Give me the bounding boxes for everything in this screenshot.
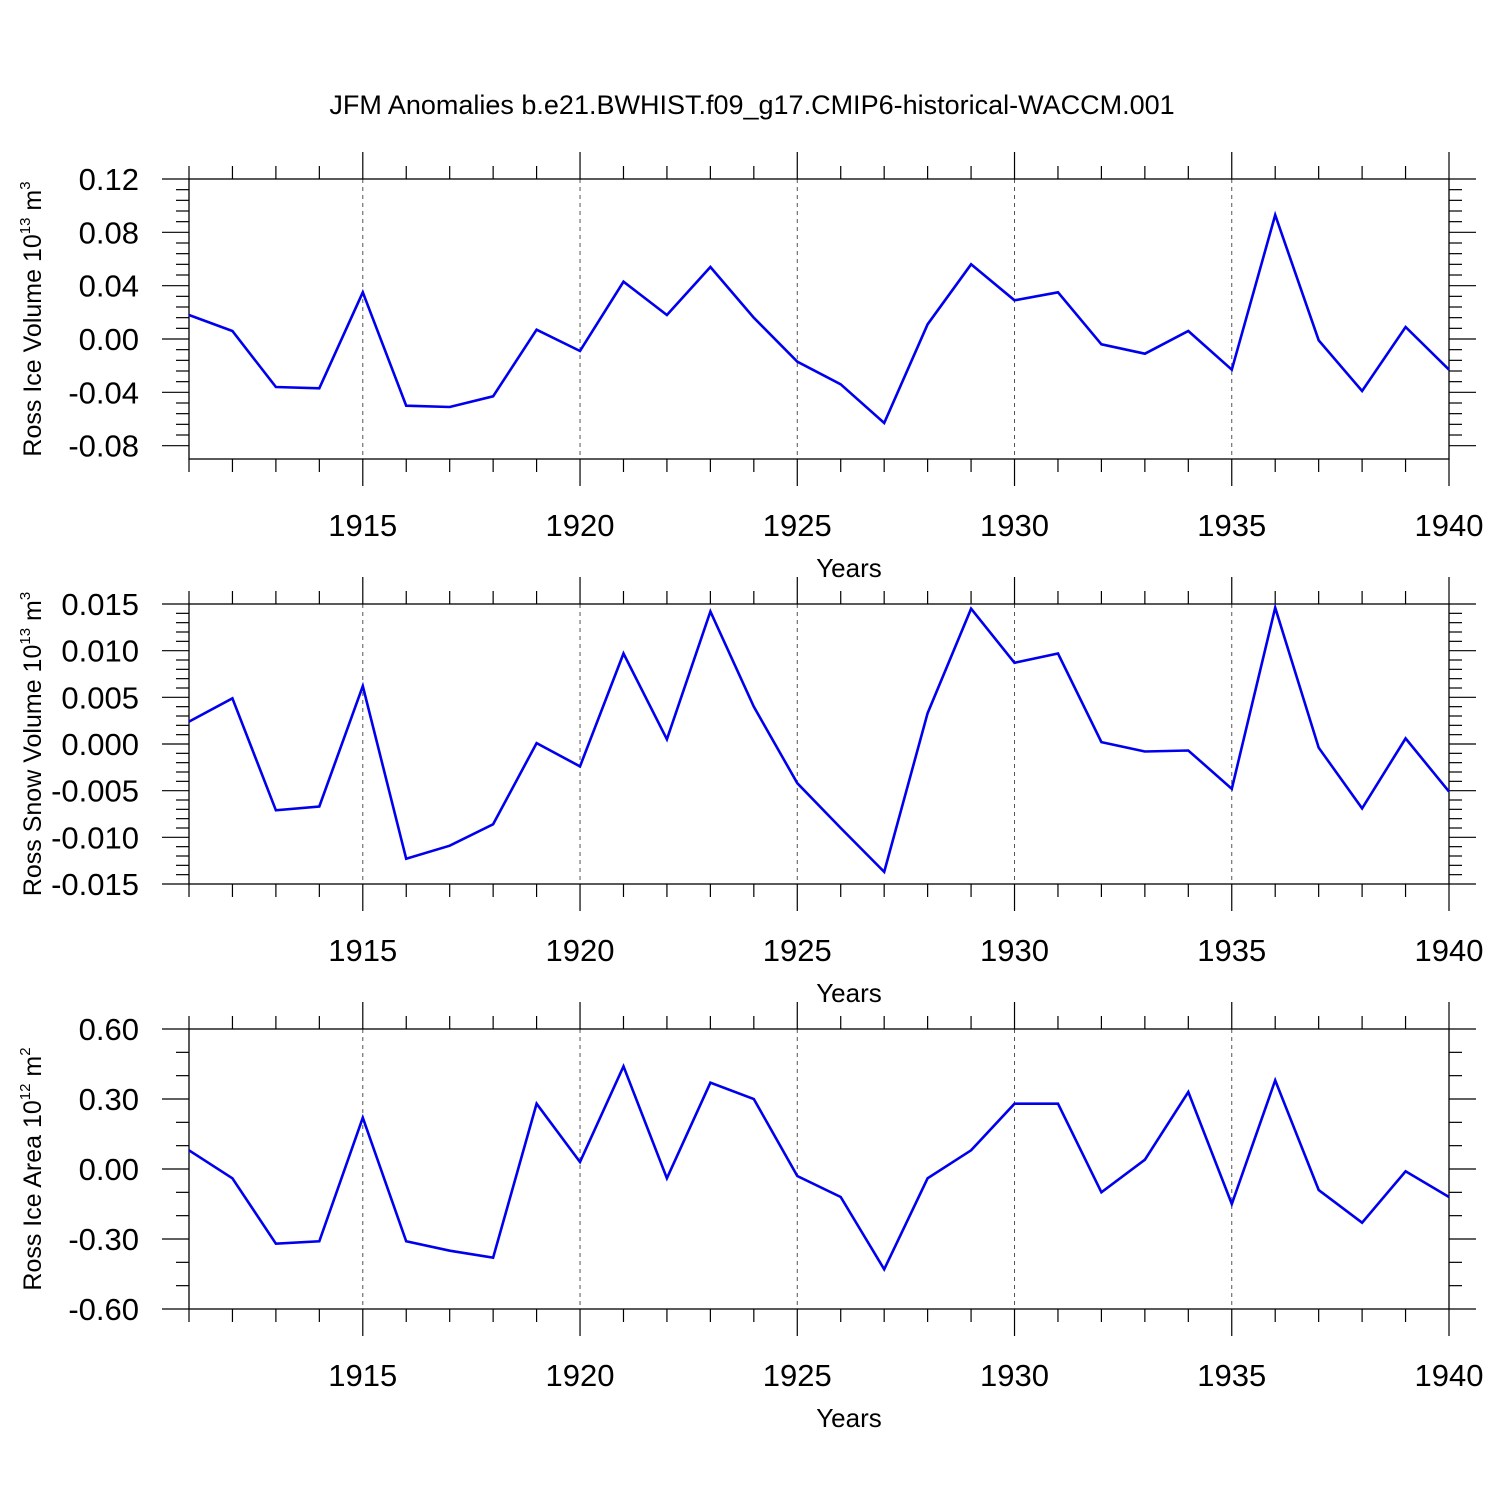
chart-title: JFM Anomalies b.e21.BWHIST.f09_g17.CMIP6… xyxy=(329,90,1174,120)
y-tick-label: 0.08 xyxy=(79,215,139,250)
y-tick-label: 0.04 xyxy=(79,269,139,304)
y-axis-label: Ross Ice Area 1012 m2 xyxy=(17,1047,47,1290)
series-line xyxy=(188,602,1451,875)
y-label-part: m xyxy=(19,600,47,628)
x-tick-label: 1935 xyxy=(1197,1358,1266,1393)
y-tick-label: 0.005 xyxy=(61,680,139,715)
y-label-part: m xyxy=(19,1056,47,1084)
y-tick-label: -0.015 xyxy=(51,867,139,902)
x-tick-label: 1925 xyxy=(763,1358,832,1393)
y-label-part: m xyxy=(19,190,47,218)
y-tick-label: 0.00 xyxy=(79,1152,139,1187)
y-tick-label: 0.010 xyxy=(61,634,139,669)
y-label-part: Ross Ice Area 10 xyxy=(19,1100,47,1290)
panel-3: 0.60 0.30 0.00 -0.30 -0.60 1915 1920 1925 1930 19… xyxy=(17,1002,1483,1433)
y-label-superscript: 3 xyxy=(17,592,34,600)
y-tick-label: -0.30 xyxy=(68,1222,139,1257)
x-tick-label: 1940 xyxy=(1415,1358,1484,1393)
x-tick-label: 1920 xyxy=(546,933,615,968)
y-label-part: Ross Ice Volume 10 xyxy=(19,234,47,456)
x-tick-label: 1915 xyxy=(328,933,397,968)
x-tick-label: 1925 xyxy=(763,933,832,968)
x-axis-label: Years xyxy=(816,1403,882,1433)
x-tick-label: 1930 xyxy=(980,1358,1049,1393)
y-label-superscript: 3 xyxy=(17,181,34,189)
y-label-superscript: 13 xyxy=(17,628,34,645)
y-tick-label: 0.60 xyxy=(79,1012,139,1047)
x-axis-label: Years xyxy=(816,553,882,583)
y-label-part: Ross Snow Volume 10 xyxy=(19,645,47,897)
y-tick-label: -0.60 xyxy=(68,1292,139,1327)
y-axis-label: Ross Snow Volume 1013 m3 xyxy=(17,592,47,896)
y-tick-label: -0.005 xyxy=(51,774,139,809)
y-tick-label: 0.30 xyxy=(79,1082,139,1117)
x-tick-label: 1935 xyxy=(1197,508,1266,543)
panel-2: 0.015 0.010 0.005 0.000 -0.005 -0.010 -0.015 19… xyxy=(17,577,1483,1008)
series-line xyxy=(188,1062,1450,1273)
y-tick-label: 0.015 xyxy=(61,587,139,622)
x-tick-label: 1930 xyxy=(980,508,1049,543)
y-label-superscript: 13 xyxy=(17,218,34,235)
x-tick-label: 1915 xyxy=(328,1358,397,1393)
x-tick-label: 1925 xyxy=(763,508,832,543)
x-tick-label: 1940 xyxy=(1415,933,1484,968)
y-label-superscript: 12 xyxy=(17,1084,34,1101)
x-axis-label: Years xyxy=(816,978,882,1008)
panel-1: 0.12 0.08 0.04 0.00 -0.04 -0.08 1915 1920 1925 19… xyxy=(17,152,1483,583)
x-tick-label: 1915 xyxy=(328,508,397,543)
x-tick-label: 1935 xyxy=(1197,933,1266,968)
y-label-superscript: 2 xyxy=(17,1047,34,1055)
plot-frame xyxy=(188,178,1450,460)
x-tick-label: 1940 xyxy=(1415,508,1484,543)
x-tick-label: 1930 xyxy=(980,933,1049,968)
y-tick-label: 0.12 xyxy=(79,162,139,197)
plot-frame xyxy=(188,1028,1450,1310)
panels: 0.12 0.08 0.04 0.00 -0.04 -0.08 1915 1920 1925 19… xyxy=(17,152,1483,1433)
y-tick-label: -0.04 xyxy=(68,375,139,410)
y-tick-label: 0.00 xyxy=(79,322,139,357)
y-tick-label: 0.000 xyxy=(61,727,139,762)
series-line xyxy=(188,210,1450,426)
y-tick-label: -0.010 xyxy=(51,820,139,855)
y-tick-label: -0.08 xyxy=(68,429,139,464)
x-tick-label: 1920 xyxy=(546,508,615,543)
x-tick-label: 1920 xyxy=(546,1358,615,1393)
y-axis-label: Ross Ice Volume 1013 m3 xyxy=(17,181,47,456)
